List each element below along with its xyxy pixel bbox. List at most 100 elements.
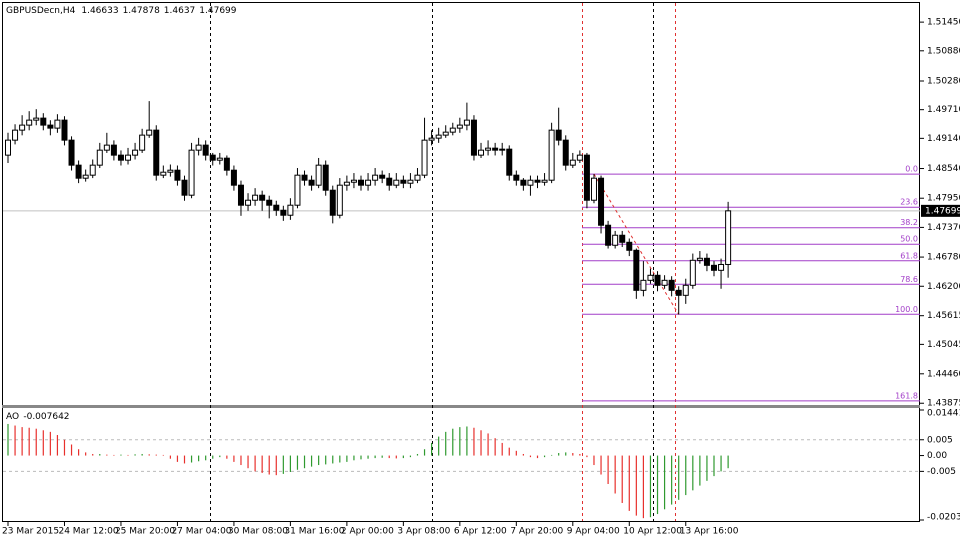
candle-body [202, 144, 209, 156]
candle-body [696, 257, 703, 261]
candle-body [605, 224, 612, 246]
last-high: 1.47878 [123, 6, 160, 16]
candle-body [534, 179, 541, 183]
candle-body [96, 149, 103, 166]
candle-body [647, 274, 654, 281]
candle-body [548, 129, 555, 181]
y-tick-label: 1.44460 [927, 369, 960, 379]
candle-body [612, 234, 619, 246]
candle-body [711, 264, 717, 271]
candle-body [633, 249, 640, 291]
x-tick-label: 24 Mar 12:00 [58, 527, 118, 537]
candle-body [527, 179, 534, 186]
candle-body [103, 144, 110, 151]
price-box-label: 1.47699 [925, 206, 960, 216]
candle-body [520, 179, 527, 186]
candle-body [689, 259, 696, 286]
ao-tick-label: -0.005 [927, 467, 956, 477]
candle-body [230, 169, 237, 186]
candle-body [19, 124, 26, 131]
candle-body [626, 241, 633, 251]
price-box [921, 204, 960, 217]
candle-body [82, 174, 89, 179]
candle-body [421, 139, 428, 176]
candle-body [576, 154, 583, 161]
fib-label: 78.6 [900, 275, 918, 284]
candle-body [139, 134, 146, 151]
candle-body [125, 154, 132, 161]
fib-label: 50.0 [900, 235, 918, 244]
candle-body [661, 279, 668, 286]
panel-separator [2, 405, 920, 408]
candle-body [117, 154, 124, 161]
candle-body [583, 154, 590, 201]
candle-body [668, 279, 675, 291]
candle-body [555, 129, 562, 141]
y-tick-label: 1.47370 [927, 223, 960, 233]
symbol: GBPUSDecn,H4 [6, 6, 76, 16]
candle-body [47, 124, 54, 129]
y-tick-label: 1.51450 [927, 18, 960, 28]
candle-body [12, 129, 19, 141]
y-tick-label: 1.49710 [927, 105, 960, 115]
candle-body [442, 131, 449, 136]
candle-body [703, 257, 710, 266]
candle-body [26, 119, 33, 126]
candle-body [343, 181, 350, 186]
x-tick-label: 31 Mar 16:00 [284, 527, 344, 537]
indicator-name: AO [6, 412, 19, 422]
last-low: 1.4637 [164, 6, 196, 16]
candle-body [478, 149, 485, 156]
candle-body [245, 199, 252, 206]
indicator-header: AO -0.007642 [6, 412, 70, 422]
candle-body [400, 179, 407, 184]
candle-body [682, 284, 689, 296]
y-tick-label: 1.48540 [927, 164, 960, 174]
candle-body [209, 154, 216, 161]
candle-body [223, 157, 230, 171]
candle-body [725, 210, 732, 265]
indicator-value: -0.007642 [23, 412, 69, 422]
fib-label: 161.8 [895, 391, 918, 400]
candle-body [541, 179, 548, 183]
candle-body [407, 179, 414, 184]
candle-body [562, 139, 569, 166]
fib-label: 61.8 [900, 251, 918, 260]
candle-body [336, 184, 343, 216]
candle-body [195, 144, 202, 151]
y-tick-label: 1.45615 [927, 311, 960, 321]
ao-tick-label: 0.014413 [927, 409, 960, 419]
x-tick-label: 6 Apr 12:00 [454, 527, 507, 537]
candle-body [619, 234, 626, 243]
candle-body [329, 189, 336, 216]
candle-body [160, 171, 167, 176]
candle-body [68, 139, 75, 166]
candle-body [89, 164, 96, 176]
candle-body [33, 117, 40, 121]
y-tick-label: 1.50880 [927, 46, 960, 56]
candle-body [181, 179, 188, 196]
candle-body [308, 179, 315, 186]
y-tick-label: 1.43875 [927, 399, 960, 409]
candle-body [513, 174, 520, 181]
candle-body [287, 204, 294, 216]
x-tick-label: 25 Mar 20:00 [115, 527, 175, 537]
chart-frame [2, 2, 920, 522]
candle-body [266, 199, 273, 206]
candle-body [470, 119, 477, 156]
candle-body [485, 147, 492, 151]
candle-body [372, 174, 379, 181]
candle-body [167, 169, 174, 173]
candle-body [365, 179, 372, 186]
candle-body [294, 174, 301, 206]
period-separators [210, 3, 654, 521]
candle-body [590, 177, 597, 201]
candle-body [188, 149, 195, 196]
y-tick-label: 1.46200 [927, 282, 960, 292]
candle-body [435, 134, 442, 139]
fib-label: 0.0 [905, 165, 918, 174]
x-tick-label: 13 Apr 16:00 [680, 527, 739, 537]
x-tick-label: 27 Mar 04:00 [171, 527, 231, 537]
candle-body [315, 164, 322, 186]
